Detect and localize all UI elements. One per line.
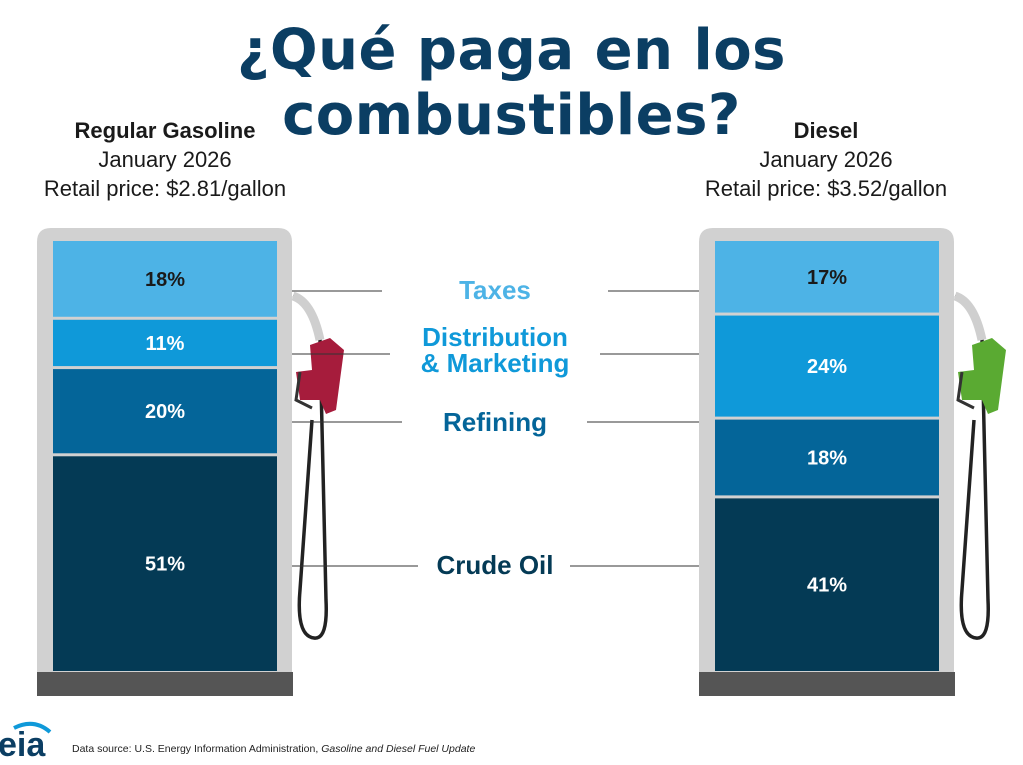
diesel-date: January 2026 [759,147,893,172]
gasoline-header: Regular Gasoline January 2026 Retail pri… [15,116,315,203]
diesel-label-distribution: 24% [807,356,847,378]
diesel-bar-taxes [715,241,939,313]
crude-oil-label: Crude Oil [436,550,554,580]
gasoline-bar-refining [53,369,277,454]
taxes-label: Taxes [459,275,531,305]
diesel-pump-base [699,672,955,696]
gasoline-bar-distribution [53,319,277,367]
gasoline-nozzle-icon [294,338,344,414]
diesel-bar-refining [715,419,939,496]
gasoline-bar-crude-oil [53,456,277,671]
diesel-bar-crude-oil [715,498,939,671]
gasoline-pump-base [37,672,293,696]
data-source-prefix: Data source: U.S. Energy Information Adm… [72,743,322,755]
diesel-label-crude-oil: 41% [807,575,847,597]
gasoline-name: Regular Gasoline [74,118,256,143]
gasoline-label-distribution: 11% [146,333,185,355]
diesel-hose-sleeve [953,291,987,341]
diesel-label-refining: 18% [807,448,847,470]
bars-layer: 18% 11% 20% 51% 17% 24% 18% 41% [53,241,939,671]
data-source-title: Gasoline and Diesel Fuel Update [321,743,476,755]
gasoline-bar-taxes [53,241,277,317]
gasoline-label-crude-oil: 51% [145,554,185,576]
diesel-price: Retail price: $3.52/gallon [704,176,948,201]
gasoline-date: January 2026 [98,147,232,172]
page-title: ¿Qué paga en los combustibles? [236,18,787,148]
diesel-header: Diesel January 2026 Retail price: $3.52/… [676,116,976,203]
distribution-label-line1: Distribution [422,322,568,352]
gasoline-price: Retail price: $2.81/gallon [43,176,287,201]
eia-logo-text: eia [0,726,46,762]
distribution-label-line2: & Marketing [420,348,570,378]
distribution-label: Distribution & Marketing [395,324,595,376]
diesel-bar-distribution [715,315,939,417]
diesel-nozzle-icon [956,338,1006,414]
gasoline-label-refining: 20% [145,401,185,423]
gasoline-label-taxes: 18% [145,269,185,291]
eia-logo: eia [0,721,52,762]
refining-label: Refining [443,407,547,437]
data-source: Data source: U.S. Energy Information Adm… [72,743,475,755]
diesel-label-taxes: 17% [807,267,847,289]
diesel-name: Diesel [793,118,859,143]
gasoline-hose-sleeve [291,291,325,341]
